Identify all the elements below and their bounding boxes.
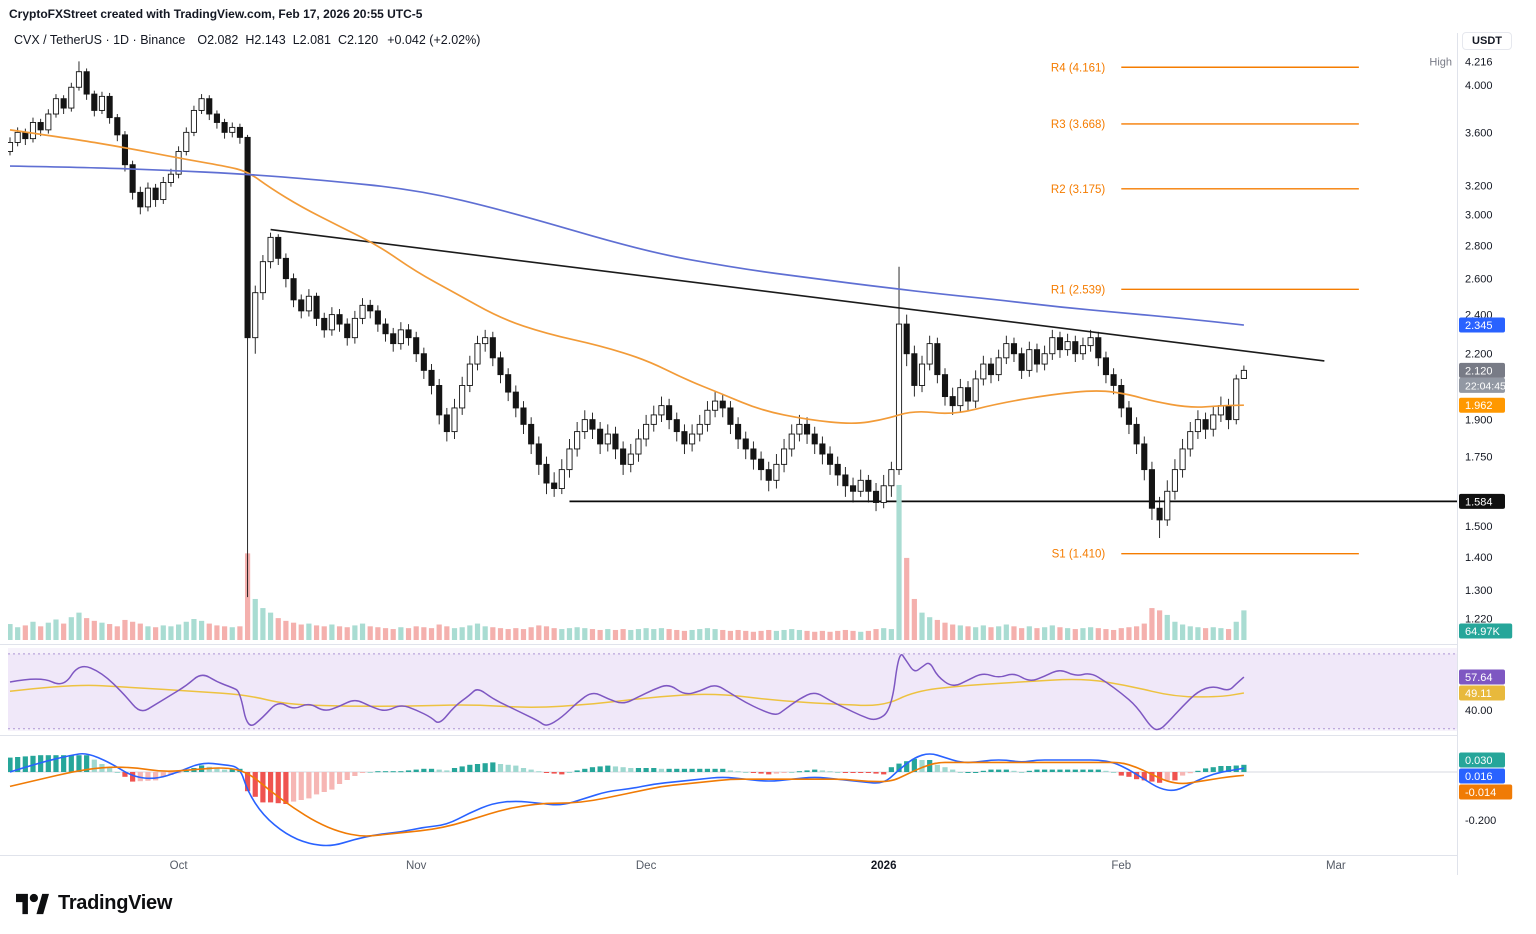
time-axis-label: Dec — [636, 860, 657, 872]
svg-text:2.120: 2.120 — [1465, 365, 1493, 377]
svg-text:1.500: 1.500 — [1465, 521, 1493, 533]
svg-text:2.800: 2.800 — [1465, 240, 1493, 252]
svg-text:1.900: 1.900 — [1465, 415, 1493, 427]
ma-orange-line — [9, 129, 1244, 425]
axis-badge — [1459, 685, 1505, 701]
svg-text:40.00: 40.00 — [1465, 705, 1493, 717]
time-axis-label: Nov — [406, 860, 427, 872]
svg-text:1.220: 1.220 — [1465, 614, 1493, 626]
ohlc-high: H2.143 — [245, 33, 286, 47]
descending-trendline — [270, 228, 1325, 362]
countdown-badge — [1459, 377, 1505, 393]
svg-text:1.400: 1.400 — [1465, 552, 1493, 564]
svg-text:R2 (3.175): R2 (3.175) — [1051, 184, 1106, 196]
time-axis[interactable]: Oct Nov Dec 2026 Feb Mar — [170, 860, 1346, 872]
volume-series — [8, 484, 1247, 640]
axis-badge — [1459, 768, 1505, 784]
tradingview-wordmark[interactable]: TradingView — [58, 892, 173, 914]
svg-text:4.000: 4.000 — [1465, 80, 1493, 92]
macd-line — [9, 752, 1245, 847]
axis-badge — [1459, 493, 1505, 509]
svg-text:0.016: 0.016 — [1465, 771, 1493, 783]
rsi-pane-background — [8, 648, 1457, 731]
svg-text:2.600: 2.600 — [1465, 274, 1493, 286]
time-axis-label: Mar — [1326, 860, 1346, 872]
moving-averages — [9, 129, 1244, 425]
svg-text:R3 (3.668): R3 (3.668) — [1051, 119, 1106, 131]
svg-text:-0.014: -0.014 — [1465, 787, 1496, 799]
symbol-info-bar: CVX / TetherUS · 1D · Binance O2.082 H2.14… — [14, 33, 480, 47]
svg-text:R1 (2.539): R1 (2.539) — [1051, 284, 1106, 296]
rsi-line — [9, 654, 1245, 731]
svg-text:2.345: 2.345 — [1465, 320, 1493, 332]
svg-text:22:04:45: 22:04:45 — [1465, 380, 1506, 392]
svg-text:2.200: 2.200 — [1465, 349, 1493, 361]
svg-text:57.64: 57.64 — [1465, 672, 1493, 684]
time-axis-label: Feb — [1111, 860, 1131, 872]
rsi-ma-line — [9, 678, 1245, 708]
svg-text:1.750: 1.750 — [1465, 452, 1493, 464]
price-change: +0.042 (+2.02%) — [387, 33, 481, 47]
svg-text:64.97K: 64.97K — [1465, 626, 1501, 638]
candlestick-series — [8, 61, 1247, 598]
pivot-levels: R4 (4.161) R3 (3.668) R2 (3.175) R1 (2.539)… — [1051, 62, 1359, 561]
pane-separators — [0, 33, 1458, 875]
svg-text:1.300: 1.300 — [1465, 585, 1493, 597]
ohlc-low: L2.081 — [292, 33, 331, 47]
svg-text:1.584: 1.584 — [1465, 496, 1493, 508]
svg-text:49.11: 49.11 — [1465, 688, 1492, 700]
high-marker-label: High — [1429, 56, 1452, 68]
rsi-pane — [9, 654, 1245, 731]
svg-text:S1 (1.410): S1 (1.410) — [1052, 549, 1106, 561]
axis-badge — [1459, 362, 1505, 378]
svg-text:-0.200: -0.200 — [1465, 815, 1496, 827]
axis-badge — [1459, 784, 1513, 800]
price-axis-badges: 2.345 2.120 22:04:45 1.962 1.584 64.97K 57.64 4… — [1459, 317, 1513, 800]
ohlc-open: O2.082 — [197, 33, 239, 47]
svg-text:3.600: 3.600 — [1465, 127, 1493, 139]
macd-pane — [8, 752, 1457, 847]
svg-text:R4 (4.161): R4 (4.161) — [1051, 62, 1106, 74]
svg-text:3.000: 3.000 — [1465, 209, 1493, 221]
axis-badge — [1459, 752, 1505, 768]
axis-badge — [1459, 623, 1513, 639]
currency-toggle-usdt[interactable]: USDT — [1462, 32, 1512, 50]
price-axis[interactable]: High 4.216 4.000 3.600 3.200 3.000 2.800 2.600 2… — [1429, 56, 1496, 827]
macd-signal-line — [9, 761, 1244, 837]
time-axis-label: 2026 — [871, 860, 897, 872]
svg-text:1.962: 1.962 — [1465, 400, 1493, 412]
ohlc-close: C2.120 — [337, 33, 379, 47]
axis-badge — [1459, 317, 1505, 333]
drawn-lines[interactable] — [270, 228, 1457, 503]
svg-text:0.030: 0.030 — [1465, 755, 1493, 767]
symbol-title[interactable]: CVX / TetherUS · 1D · Binance — [14, 33, 186, 47]
axis-badge — [1459, 397, 1505, 413]
tradingview-logo-icon[interactable] — [16, 893, 49, 915]
time-axis-label: Oct — [170, 860, 189, 872]
svg-text:3.200: 3.200 — [1465, 180, 1493, 192]
footer-branding: TradingView — [16, 892, 172, 915]
ma-blue-line — [9, 165, 1244, 326]
credit-line: CryptoFXStreet created with TradingView.… — [9, 7, 423, 21]
svg-text:4.216: 4.216 — [1465, 56, 1493, 68]
axis-badge — [1459, 669, 1505, 685]
chart-canvas[interactable]: R4 (4.161) R3 (3.668) R2 (3.175) R1 (2.539)… — [0, 0, 1536, 880]
